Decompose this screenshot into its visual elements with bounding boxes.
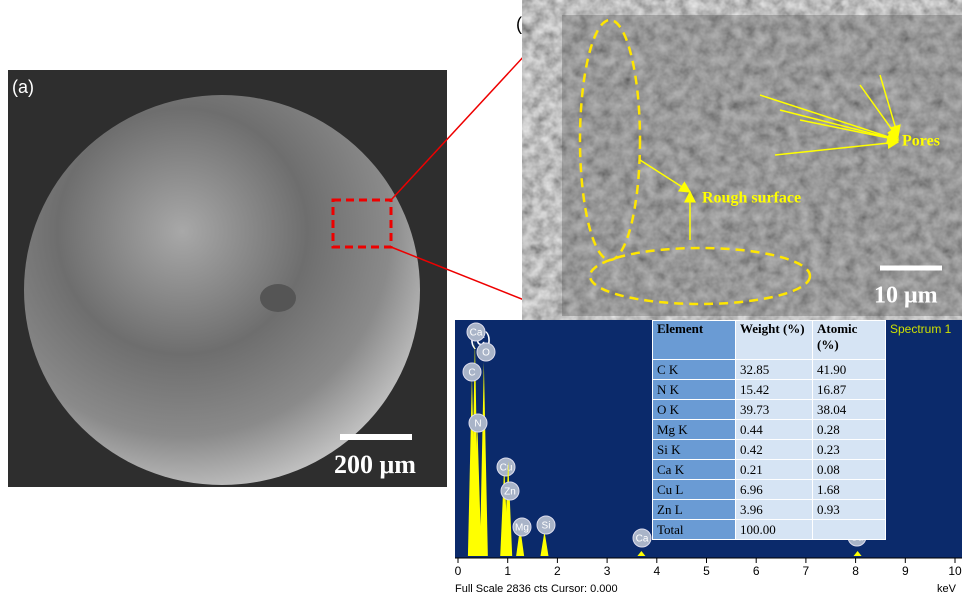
table-cell: C K [653, 360, 736, 380]
table-cell: 1.68 [813, 480, 886, 500]
table-cell: Weight (%) [736, 321, 813, 360]
table-cell: 0.21 [736, 460, 813, 480]
table-cell [813, 520, 886, 540]
table-cell: N K [653, 380, 736, 400]
table-cell: 38.04 [813, 400, 886, 420]
peak-label: O [482, 348, 490, 359]
spectrum-name: Spectrum 1 [890, 322, 952, 336]
table-cell: 0.08 [813, 460, 886, 480]
x-tick-label: 8 [852, 564, 859, 578]
table-cell: 16.87 [813, 380, 886, 400]
x-tick-label: 1 [504, 564, 511, 578]
table-cell: 32.85 [736, 360, 813, 380]
peak-label: Ca [470, 328, 483, 339]
x-tick-label: 7 [803, 564, 810, 578]
x-tick-label: 0 [455, 564, 462, 578]
x-tick-label: 3 [604, 564, 611, 578]
table-cell: Element [653, 321, 736, 360]
x-tick-label: 10 [948, 564, 962, 578]
figure: (a) 200 μm (b) Pores Rough surface 10 μm… [0, 0, 962, 596]
table-cell: 100.00 [736, 520, 813, 540]
table-cell: 0.93 [813, 500, 886, 520]
table-cell: Atomic (%) [813, 321, 886, 360]
table-cell: 0.23 [813, 440, 886, 460]
table-cell: Ca K [653, 460, 736, 480]
footer: Full Scale 2836 cts Cursor: 0.000 [455, 583, 618, 595]
table-cell: 0.28 [813, 420, 886, 440]
image-tint [562, 15, 962, 316]
peak-label: Ca [636, 534, 649, 545]
table-cell: 6.96 [736, 480, 813, 500]
table-cell: 0.42 [736, 440, 813, 460]
table-cell: Zn L [653, 500, 736, 520]
surface-feature [260, 284, 296, 312]
x-tick-label: 9 [902, 564, 909, 578]
x-tick-label: 2 [554, 564, 561, 578]
table-cell: Mg K [653, 420, 736, 440]
table-cell: 15.42 [736, 380, 813, 400]
peak-label: Si [542, 521, 551, 532]
peak-label: C [468, 368, 475, 379]
annotation: Rough surface [702, 190, 801, 207]
x-axis-label: keV [937, 583, 957, 595]
panel-label: (a) [12, 77, 34, 97]
microsphere [24, 95, 420, 485]
peak-label: Cu [500, 463, 513, 474]
x-tick-label: 4 [653, 564, 660, 578]
peak-label: Mg [515, 523, 529, 534]
scale-label: 200 μm [334, 450, 416, 479]
table-cell: O K [653, 400, 736, 420]
scale-label: 10 μm [874, 283, 938, 309]
x-tick-label: 5 [703, 564, 710, 578]
annotation: Pores [902, 133, 940, 150]
table-cell: Cu L [653, 480, 736, 500]
peak-label: N [474, 419, 481, 430]
x-tick-label: 6 [753, 564, 760, 578]
table-cell: Si K [653, 440, 736, 460]
table-cell: 39.73 [736, 400, 813, 420]
table-cell: Total [653, 520, 736, 540]
table-cell: 41.90 [813, 360, 886, 380]
table-cell: 0.44 [736, 420, 813, 440]
panel-label: (b) [516, 14, 538, 34]
peak-label: Zn [504, 487, 516, 498]
table-cell: 3.96 [736, 500, 813, 520]
